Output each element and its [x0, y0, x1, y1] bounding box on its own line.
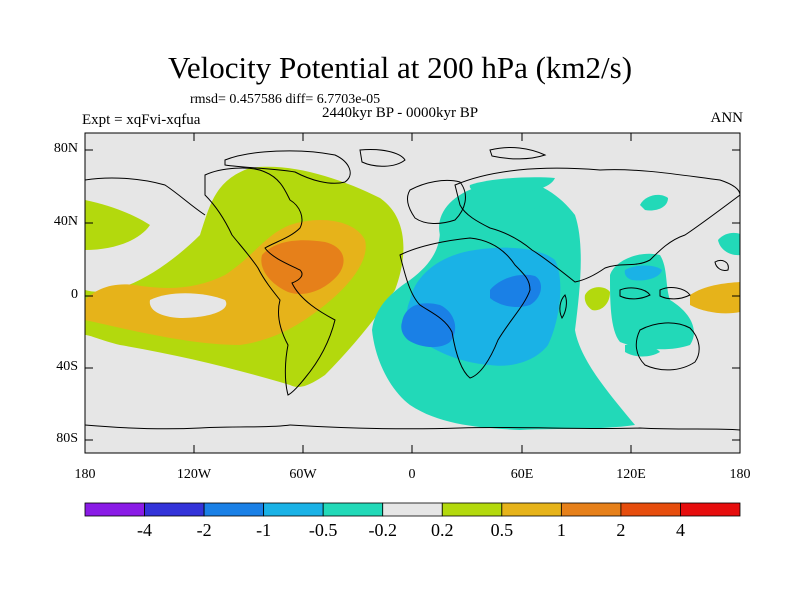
colorbar-swatch [680, 502, 741, 517]
coastlines [85, 147, 740, 431]
east-pacific-negative-patch [718, 232, 740, 256]
colorbar-swatch [441, 502, 503, 517]
colorbar-swatch [144, 502, 205, 517]
period-label: 2440kyr BP - 0000kyr BP [322, 105, 479, 121]
lon-label-120w: 120W [176, 467, 212, 482]
colorbar-swatch [84, 502, 145, 517]
lat-label-40s: 40S [56, 359, 78, 374]
colorbar-swatch [322, 502, 384, 517]
colorbar-label: 4 [675, 520, 685, 540]
lon-label-60e: 60E [510, 467, 534, 482]
colorbar-label: -1 [256, 520, 272, 540]
colorbar-label: 1 [556, 520, 566, 540]
colorbar-label: -4 [137, 520, 153, 540]
colorbar-swatch [501, 502, 562, 517]
rmsd-diff-stats: rmsd= 0.457586 diff= 6.7703e-05 [190, 92, 381, 107]
season-label: ANN [710, 110, 744, 126]
dateline-positive-core [705, 290, 740, 306]
colorbar-swatch [620, 502, 681, 517]
lon-label-120e: 120E [616, 467, 646, 482]
experiment-label: Expt = xqFvi-xqfua [82, 112, 201, 128]
colorbar-label: -0.2 [368, 520, 397, 540]
lat-label-80n: 80N [53, 141, 78, 156]
north-atlantic-negative-patch [469, 177, 555, 195]
colorbar-swatch [560, 502, 622, 517]
lon-ticks [193, 133, 632, 453]
maritime-continent-negative-core [624, 265, 662, 281]
colorbar [84, 502, 741, 517]
lon-label-180w: 180 [74, 467, 96, 482]
north-pacific-negative-patch [640, 194, 668, 211]
colorbar-label: -2 [196, 520, 212, 540]
colorbar-label: 0.2 [431, 520, 454, 540]
lat-label-80s: 80S [56, 431, 78, 446]
lat-ticks [85, 149, 740, 441]
chart-title: Velocity Potential at 200 hPa (km2/s) [167, 50, 633, 85]
pacific-ellipse-negative [149, 293, 227, 318]
lat-label-40n: 40N [53, 214, 78, 229]
caribbean-positive-max-region [261, 240, 344, 295]
east-africa-negative-core-region [490, 274, 542, 308]
west-pacific-positive-region [584, 287, 610, 311]
north-pacific-positive-lobe [85, 200, 150, 250]
central-africa-negative-core-region [401, 303, 456, 348]
lat-label-eq: 0 [71, 287, 78, 302]
colorbar-label: -0.5 [308, 520, 338, 540]
colorbar-swatch [382, 502, 443, 517]
colorbar-swatch [203, 502, 265, 517]
south-pacific-negative-patch [625, 343, 660, 357]
lon-label-180e: 180 [729, 467, 751, 482]
north-africa-negative-lobe [439, 184, 550, 236]
colorbar-swatch [263, 502, 324, 517]
lon-label-0: 0 [408, 467, 416, 482]
colorbar-label: 0.5 [490, 520, 514, 540]
lon-label-60w: 60W [289, 467, 317, 482]
colorbar-label: 2 [616, 520, 626, 540]
